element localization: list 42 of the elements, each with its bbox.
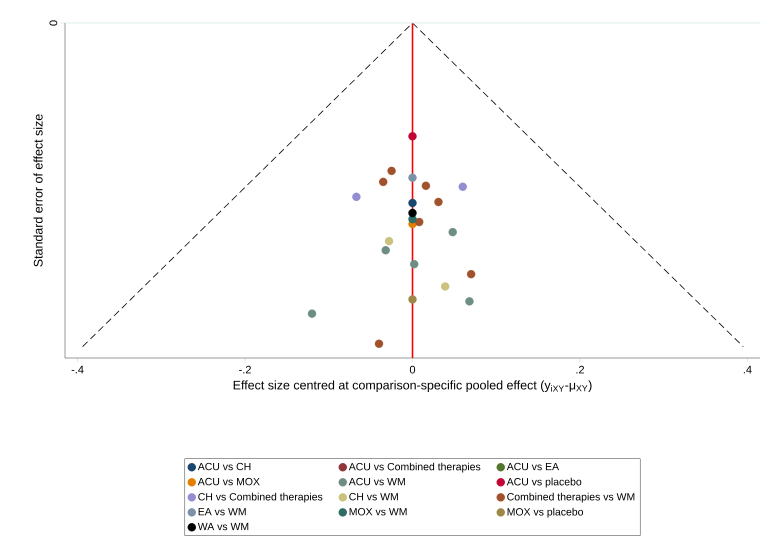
point (408, 132, 417, 140)
point (382, 246, 390, 254)
point (408, 174, 417, 182)
x-tick-label: -.2 (239, 366, 251, 374)
point (448, 228, 457, 236)
x-tick-label: 0 (410, 366, 416, 374)
point (374, 340, 384, 348)
y-axis-title: Standard error of effect size (33, 114, 43, 267)
point (434, 198, 443, 206)
legend-label: ACU vs EA (506, 462, 560, 470)
point (458, 182, 467, 191)
point (466, 270, 476, 278)
point (410, 260, 418, 268)
x-tick-label: .2 (576, 366, 584, 374)
point (308, 309, 316, 318)
legend-label: WA vs WM (198, 522, 248, 530)
legend-label: ACU vs Combined therapies (348, 462, 480, 472)
legend-label: MOX vs placebo (508, 508, 584, 518)
point (378, 178, 388, 186)
point (352, 192, 361, 202)
legend-label: CH vs Combined therapies (198, 492, 322, 503)
point (465, 297, 474, 306)
point (408, 208, 417, 218)
legend-label: ACU vs MOX (198, 478, 260, 486)
point (415, 218, 424, 226)
x-tick-label: -.4 (72, 366, 84, 374)
legend-label: ACU vs placebo (506, 478, 582, 488)
text: 0 (49, 20, 58, 26)
point (440, 282, 450, 291)
x-axis-title: Effect size centred at comparison-specific pooled effect (y$_{iXY}$-μ$_{XY}$) (234, 380, 592, 392)
legend-label: EA vs WM (198, 508, 246, 516)
point (387, 166, 396, 176)
point (384, 236, 394, 246)
legend-label: ACU vs CH (198, 462, 250, 470)
x-tick-label: .4 (744, 366, 752, 374)
legend-label: MOX vs WM (350, 508, 407, 516)
legend-label: CH vs WM (349, 492, 398, 500)
point (408, 198, 417, 208)
legend-label: ACU vs WM (348, 478, 405, 486)
point (408, 295, 417, 304)
point (422, 182, 430, 190)
legend-label: Combined therapies vs WM (507, 492, 634, 503)
